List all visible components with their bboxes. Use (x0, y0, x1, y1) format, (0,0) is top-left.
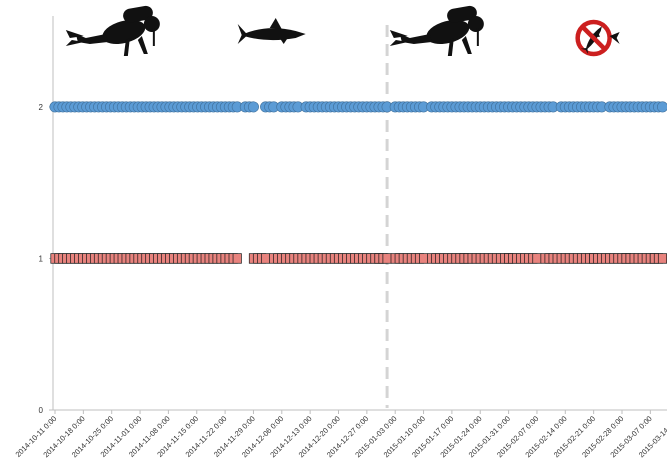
series-y1-point (532, 253, 542, 264)
scuba-diver-icon (64, 3, 161, 57)
series-y1-point (657, 253, 667, 264)
plot-area (52, 16, 667, 411)
series-y2-point (247, 101, 259, 113)
series-y1-point (232, 253, 242, 264)
y-tick-label: 0 (39, 406, 44, 415)
shark-icon (237, 18, 306, 44)
series-y1-point (261, 253, 271, 264)
series-y2-point (657, 101, 667, 113)
y-tick-label: 2 (39, 103, 44, 112)
series-y1-point (382, 253, 392, 264)
no-shark-icon (575, 19, 620, 57)
series-y1-point (419, 253, 429, 264)
series-y2-markers (49, 101, 667, 113)
series-y1-markers (50, 253, 667, 264)
activity-icons (64, 3, 620, 57)
scuba-diver-icon (388, 3, 485, 57)
y-tick-label: 1 (39, 254, 44, 263)
